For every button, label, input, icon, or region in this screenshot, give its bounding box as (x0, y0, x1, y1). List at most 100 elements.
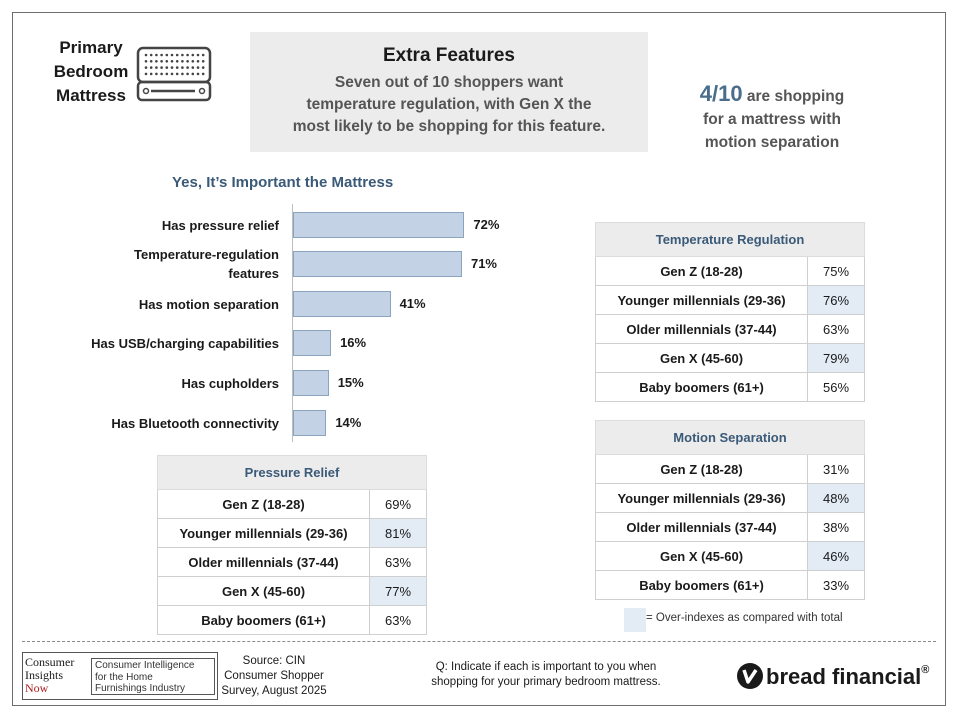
table-row: Younger millennials (29-36) 48% (595, 483, 865, 513)
bread-brand-name: bread financial (766, 664, 922, 689)
bar (293, 410, 327, 436)
survey-question: Q: Indicate if each is important to you … (404, 660, 688, 690)
stat-text-3: motion separation (704, 134, 840, 151)
chart-axis (292, 204, 293, 442)
source-line-1: Source: CIN (242, 655, 306, 667)
bar-value-label: 72% (473, 217, 500, 232)
cin-tagline-line-2: for the Home (95, 671, 153, 683)
percent-cell: 69% (369, 489, 427, 519)
temperature-regulation-table: Temperature Regulation Gen Z (18-28) 75% Y… (595, 222, 865, 402)
product-title-line-3: Mattress (56, 86, 126, 105)
question-line-1: Q: Indicate if each is important to you … (435, 661, 657, 673)
source-note: Source: CIN Consumer Shopper Survey, Aug… (218, 654, 330, 699)
stat-text-1: are shopping (742, 88, 845, 105)
headline-box: Extra Features Seven out of 10 shoppers … (250, 32, 648, 152)
percent-cell: 63% (369, 605, 427, 635)
headline-subtitle-line-1: Seven out of 10 shoppers want (334, 74, 564, 91)
percent-cell: 63% (807, 314, 865, 344)
table-row: Baby boomers (61+) 63% (157, 605, 427, 635)
cin-logo-line-3: Now (25, 682, 87, 695)
percent-cell: 48% (807, 483, 865, 513)
bar-label: Temperature-regulation features (40, 245, 279, 283)
cin-tagline: Consumer Intelligence for the Home Furni… (91, 658, 215, 695)
bar-label-line: Has Bluetooth connectivity (111, 415, 279, 431)
age-group-cell: Older millennials (37-44) (595, 512, 808, 542)
table-row: Gen X (45-60) 77% (157, 576, 427, 606)
bar-value-label: 41% (399, 296, 426, 311)
bar-label-line: Has cupholders (181, 375, 279, 391)
legend-text: = Over-indexes as compared with total (646, 612, 843, 624)
source-line-3: Survey, August 2025 (221, 685, 327, 697)
age-group-cell: Older millennials (37-44) (595, 314, 808, 344)
age-group-cell: Gen X (45-60) (595, 541, 808, 571)
table-row: Older millennials (37-44) 63% (595, 314, 865, 344)
cin-logo-now: Now (25, 681, 49, 695)
bread-logo-icon (737, 663, 763, 689)
product-title-line-2: Bedroom (53, 62, 129, 81)
slide-frame (12, 12, 946, 706)
bar (293, 370, 329, 396)
percent-cell: 77% (369, 576, 427, 606)
motion-stat-callout: 4/10 are shopping for a mattress with mo… (680, 82, 864, 154)
temperature-table-title: Temperature Regulation (595, 222, 865, 257)
percent-cell: 81% (369, 518, 427, 548)
age-group-cell: Younger millennials (29-36) (595, 285, 808, 315)
table-row: Baby boomers (61+) 33% (595, 570, 865, 600)
chart-title: Yes, It’s Important the Mattress (172, 174, 394, 191)
age-group-cell: Baby boomers (61+) (595, 570, 808, 600)
footer-divider (22, 641, 936, 642)
cin-logo-line-2: Insights (25, 668, 64, 682)
motion-table-title: Motion Separation (595, 420, 865, 455)
bar (293, 330, 332, 356)
bar-label-line: Has USB/charging capabilities (91, 335, 279, 351)
bread-logo-wordmark: bread financial® (766, 664, 929, 690)
age-group-cell: Baby boomers (61+) (157, 605, 370, 635)
table-row: Younger millennials (29-36) 81% (157, 518, 427, 548)
age-group-cell: Younger millennials (29-36) (157, 518, 370, 548)
bar-label: Has USB/charging capabilities (40, 334, 279, 353)
bar-label-line: features (228, 266, 279, 281)
percent-cell: 31% (807, 454, 865, 484)
motion-separation-table: Motion Separation Gen Z (18-28) 31% Younge… (595, 420, 865, 600)
mattress-icon (136, 46, 212, 102)
bar-value-label: 15% (337, 375, 364, 390)
age-group-cell: Younger millennials (29-36) (595, 483, 808, 513)
bar-label-line: Temperature-regulation (134, 247, 279, 262)
cin-logo: Consumer Insights Now Consumer Intellige… (22, 652, 218, 700)
percent-cell: 46% (807, 541, 865, 571)
table-row: Gen Z (18-28) 75% (595, 256, 865, 286)
percent-cell: 56% (807, 372, 865, 402)
pressure-table-title: Pressure Relief (157, 455, 427, 490)
cin-logo-line-1: Consumer (25, 655, 75, 669)
age-group-cell: Baby boomers (61+) (595, 372, 808, 402)
percent-cell: 76% (807, 285, 865, 315)
bar (293, 291, 391, 317)
product-title: Primary Bedroom Mattress (36, 36, 146, 108)
percent-cell: 79% (807, 343, 865, 373)
legend-swatch (624, 608, 646, 632)
age-group-cell: Older millennials (37-44) (157, 547, 370, 577)
product-title-line-1: Primary (59, 38, 123, 57)
source-line-2: Consumer Shopper (224, 670, 324, 682)
question-line-2: shopping for your primary bedroom mattre… (431, 676, 661, 688)
table-row: Gen Z (18-28) 31% (595, 454, 865, 484)
cin-tagline-line-1: Consumer Intelligence (95, 660, 195, 671)
bar (293, 212, 465, 238)
bread-brand-mark: ® (921, 664, 930, 676)
bar-value-label: 16% (340, 335, 367, 350)
bar-label: Has motion separation (40, 295, 279, 314)
headline-subtitle-line-2: temperature regulation, with Gen X the (306, 96, 592, 113)
table-row: Older millennials (37-44) 63% (157, 547, 427, 577)
stat-value: 4/10 (699, 81, 743, 106)
age-group-cell: Gen Z (18-28) (157, 489, 370, 519)
age-group-cell: Gen X (45-60) (157, 576, 370, 606)
table-row: Older millennials (37-44) 38% (595, 512, 865, 542)
percent-cell: 33% (807, 570, 865, 600)
table-row: Gen Z (18-28) 69% (157, 489, 427, 519)
bar-label: Has cupholders (40, 374, 279, 393)
stat-text-2: for a mattress with (703, 111, 841, 128)
headline-subtitle: Seven out of 10 shoppers want temperatur… (250, 72, 648, 138)
table-row: Baby boomers (61+) 56% (595, 372, 865, 402)
percent-cell: 38% (807, 512, 865, 542)
pressure-relief-table: Pressure Relief Gen Z (18-28) 69% Younger … (157, 455, 427, 635)
